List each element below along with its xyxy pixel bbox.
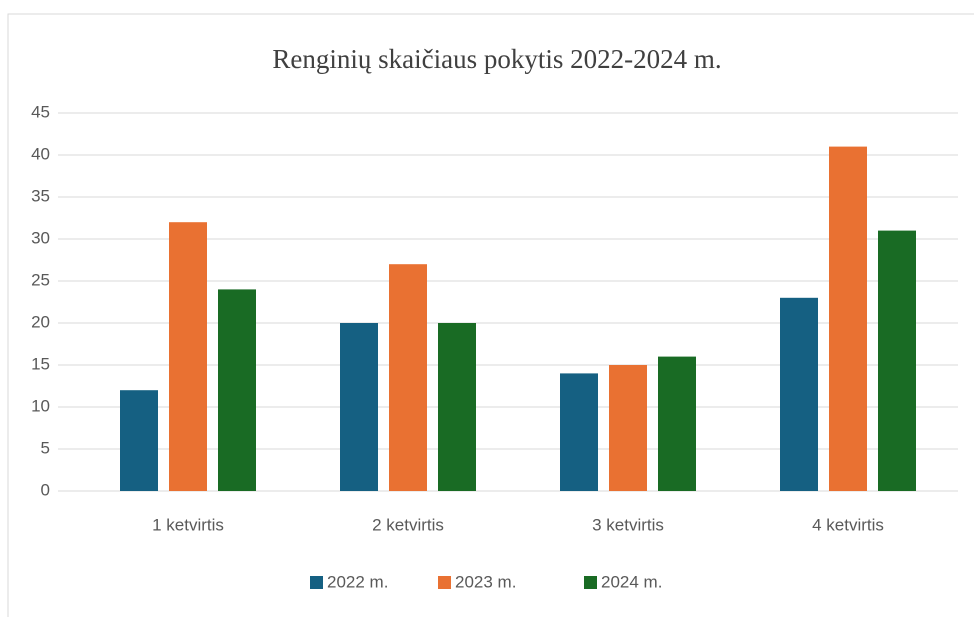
bar	[658, 356, 696, 491]
y-tick-label: 30	[31, 228, 50, 247]
y-tick-label: 5	[41, 438, 50, 457]
bar	[389, 264, 427, 491]
legend-swatch	[584, 576, 597, 589]
bar	[878, 230, 916, 491]
y-tick-label: 25	[31, 270, 50, 289]
y-tick-label: 45	[31, 102, 50, 121]
bar	[169, 222, 207, 491]
bar	[120, 390, 158, 491]
x-tick-label: 1 ketvirtis	[152, 515, 224, 534]
x-tick-label: 3 ketvirtis	[592, 515, 664, 534]
legend-swatch	[310, 576, 323, 589]
y-tick-label: 0	[41, 480, 50, 499]
bar	[340, 323, 378, 491]
y-tick-label: 10	[31, 396, 50, 415]
bar	[560, 373, 598, 491]
y-tick-label: 40	[31, 144, 50, 163]
legend-label: 2024 m.	[601, 572, 662, 591]
bar	[218, 289, 256, 491]
y-tick-label: 20	[31, 312, 50, 331]
bar	[829, 146, 867, 491]
legend-swatch	[438, 576, 451, 589]
y-tick-label: 35	[31, 186, 50, 205]
x-tick-label: 4 ketvirtis	[812, 515, 884, 534]
chart-title: Renginių skaičiaus pokytis 2022-2024 m.	[272, 44, 721, 74]
y-tick-label: 15	[31, 354, 50, 373]
legend-label: 2022 m.	[327, 572, 388, 591]
bar	[438, 323, 476, 491]
bar	[780, 297, 818, 491]
bar	[609, 365, 647, 491]
legend-label: 2023 m.	[455, 572, 516, 591]
x-tick-label: 2 ketvirtis	[372, 515, 444, 534]
